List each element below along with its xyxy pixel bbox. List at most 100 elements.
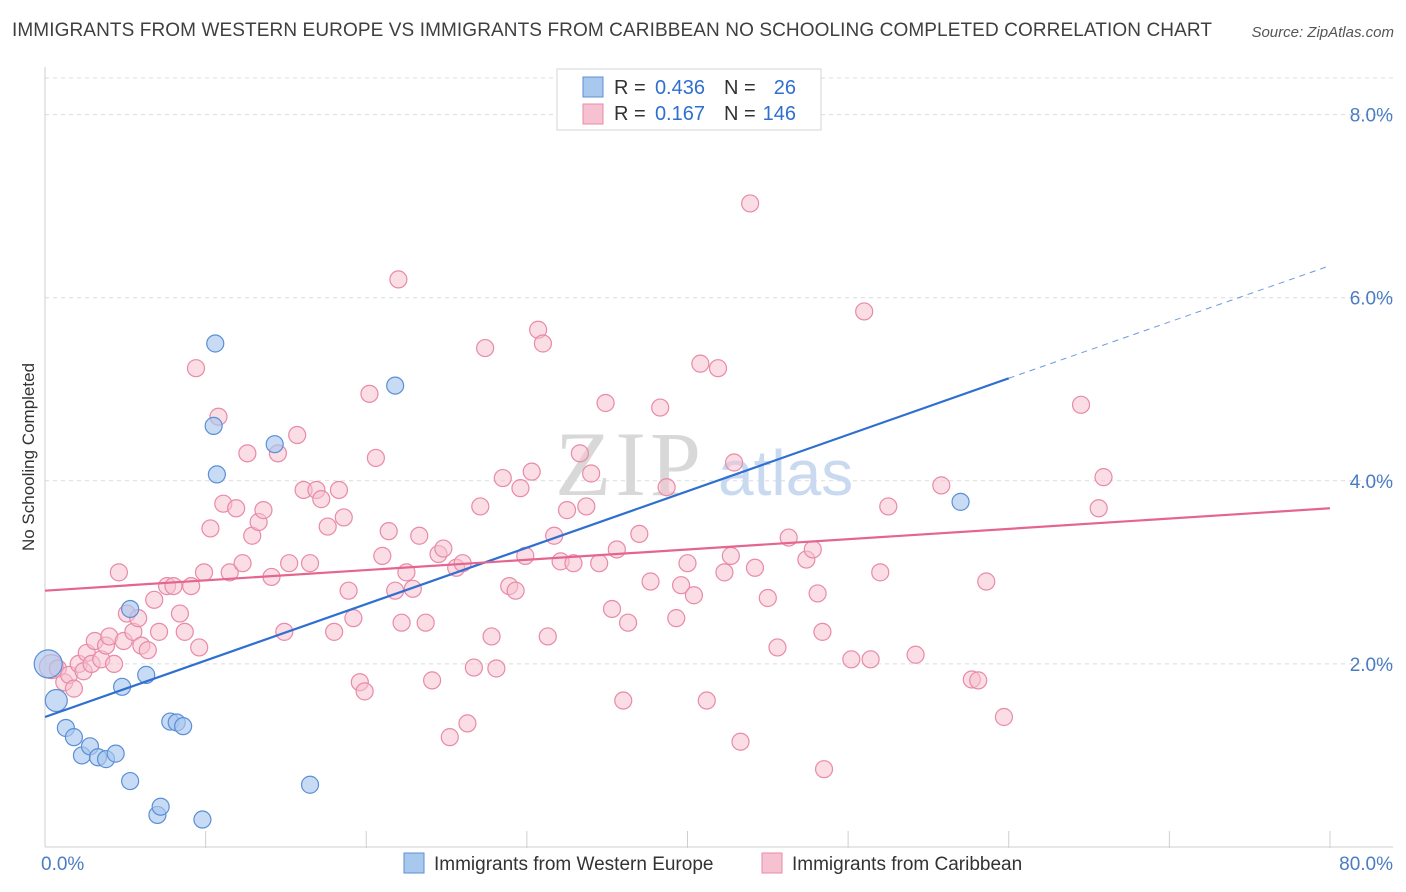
- caribbean-point-37: [238, 444, 257, 463]
- caribbean-point-13: [104, 654, 124, 674]
- caribbean-point-98: [596, 393, 615, 413]
- caribbean-point-53: [334, 508, 353, 527]
- caribbean-point-103: [630, 524, 649, 544]
- legend-stats-swatch-blue: [582, 76, 604, 98]
- caribbean-point-50: [318, 517, 337, 536]
- caribbean-point-94: [570, 444, 589, 463]
- caribbean-point-58: [360, 384, 379, 403]
- legend-label-caribbean: Immigrants from Caribbean: [792, 854, 1022, 875]
- caribbean-point-55: [344, 609, 363, 628]
- western-europe-point-10: [121, 599, 140, 619]
- caribbean-point-80: [487, 659, 506, 678]
- caribbean-point-21: [145, 590, 164, 609]
- caribbean-point-52: [329, 480, 349, 500]
- caribbean-point-26: [175, 622, 194, 641]
- caribbean-point-88: [533, 334, 553, 353]
- caribbean-point-20: [138, 641, 157, 660]
- y-tick-label-6: 6.0%: [1350, 289, 1393, 310]
- caribbean-point-44: [280, 554, 299, 573]
- caribbean-point-69: [423, 671, 442, 690]
- legend-r-label-2: R =: [614, 103, 646, 125]
- trendline-caribbean: [44, 507, 1331, 592]
- caribbean-point-118: [741, 194, 760, 213]
- caribbean-point-51: [325, 622, 344, 641]
- legend-swatch-western-europe: [403, 852, 425, 874]
- caribbean-point-141: [1094, 468, 1113, 487]
- caribbean-point-104: [641, 572, 660, 591]
- caribbean-point-75: [458, 714, 477, 733]
- caribbean-point-45: [288, 425, 307, 445]
- legend-r-label-1: R =: [614, 77, 646, 99]
- watermark-zip: ZIP: [555, 413, 705, 515]
- caribbean-point-107: [667, 609, 686, 628]
- western-europe-point-21: [207, 465, 226, 484]
- western-europe-point-1: [44, 688, 68, 713]
- caribbean-point-61: [379, 522, 398, 541]
- caribbean-point-127: [814, 760, 834, 779]
- western-europe-point-8: [106, 744, 125, 763]
- x-tick-label-min: 0.0%: [41, 854, 84, 875]
- caribbean-point-34: [220, 563, 239, 582]
- caribbean-point-140: [1089, 499, 1108, 518]
- caribbean-point-132: [879, 497, 898, 516]
- caribbean-point-25: [170, 604, 190, 623]
- caribbean-point-4: [64, 679, 84, 698]
- caribbean-point-102: [618, 613, 638, 632]
- legend-n-value-2: 146: [763, 103, 796, 125]
- western-europe-point-24: [386, 376, 405, 395]
- caribbean-point-116: [724, 453, 744, 472]
- caribbean-point-83: [506, 581, 525, 600]
- caribbean-point-130: [861, 650, 880, 669]
- caribbean-point-109: [678, 554, 697, 573]
- caribbean-point-71: [434, 539, 453, 558]
- y-axis-title: No Schooling Completed: [19, 363, 38, 551]
- caribbean-point-113: [708, 359, 728, 378]
- caribbean-point-67: [410, 526, 429, 545]
- western-europe-point-3: [64, 728, 84, 747]
- caribbean-point-131: [871, 563, 890, 582]
- caribbean-point-86: [522, 462, 541, 481]
- caribbean-point-35: [227, 499, 246, 518]
- caribbean-point-76: [464, 658, 483, 677]
- legend-stats-swatch-pink: [582, 103, 604, 125]
- caribbean-point-59: [366, 448, 385, 468]
- caribbean-point-30: [194, 563, 214, 582]
- caribbean-point-40: [254, 501, 273, 520]
- caribbean-point-78: [476, 338, 495, 358]
- legend-n-label-2: N =: [724, 103, 756, 125]
- caribbean-point-120: [758, 588, 777, 608]
- caribbean-point-136: [969, 671, 988, 690]
- legend-swatch-caribbean: [761, 852, 783, 874]
- western-europe-point-25: [951, 492, 970, 511]
- caribbean-point-54: [339, 581, 358, 600]
- western-europe-point-23: [300, 775, 320, 794]
- caribbean-point-112: [697, 691, 716, 710]
- chart-title: IMMIGRANTS FROM WESTERN EUROPE VS IMMIGR…: [12, 20, 1213, 41]
- caribbean-point-110: [684, 586, 704, 605]
- legend-series: Immigrants from Western Europe Immigrant…: [403, 852, 1022, 875]
- caribbean-point-29: [190, 638, 209, 657]
- western-europe-point-20: [206, 334, 225, 353]
- caribbean-point-139: [1071, 395, 1091, 414]
- caribbean-point-137: [977, 572, 996, 591]
- caribbean-point-138: [994, 707, 1014, 727]
- caribbean-point-60: [373, 546, 392, 565]
- western-europe-point-11: [121, 771, 140, 791]
- caribbean-point-28: [186, 359, 206, 378]
- caribbean-point-99: [602, 599, 622, 619]
- caribbean-point-36: [233, 554, 252, 573]
- caribbean-point-129: [855, 302, 874, 321]
- caribbean-point-77: [471, 497, 490, 516]
- caribbean-point-92: [557, 501, 577, 520]
- western-europe-point-17: [174, 717, 193, 736]
- caribbean-point-124: [803, 540, 822, 559]
- western-europe-point-0: [33, 649, 63, 679]
- caribbean-point-84: [511, 479, 530, 498]
- caribbean-point-31: [201, 519, 220, 538]
- caribbean-point-47: [300, 554, 320, 573]
- caribbean-point-121: [768, 638, 787, 657]
- caribbean-point-66: [389, 270, 408, 289]
- western-europe-point-18: [193, 810, 212, 829]
- trendlines: [44, 265, 1331, 719]
